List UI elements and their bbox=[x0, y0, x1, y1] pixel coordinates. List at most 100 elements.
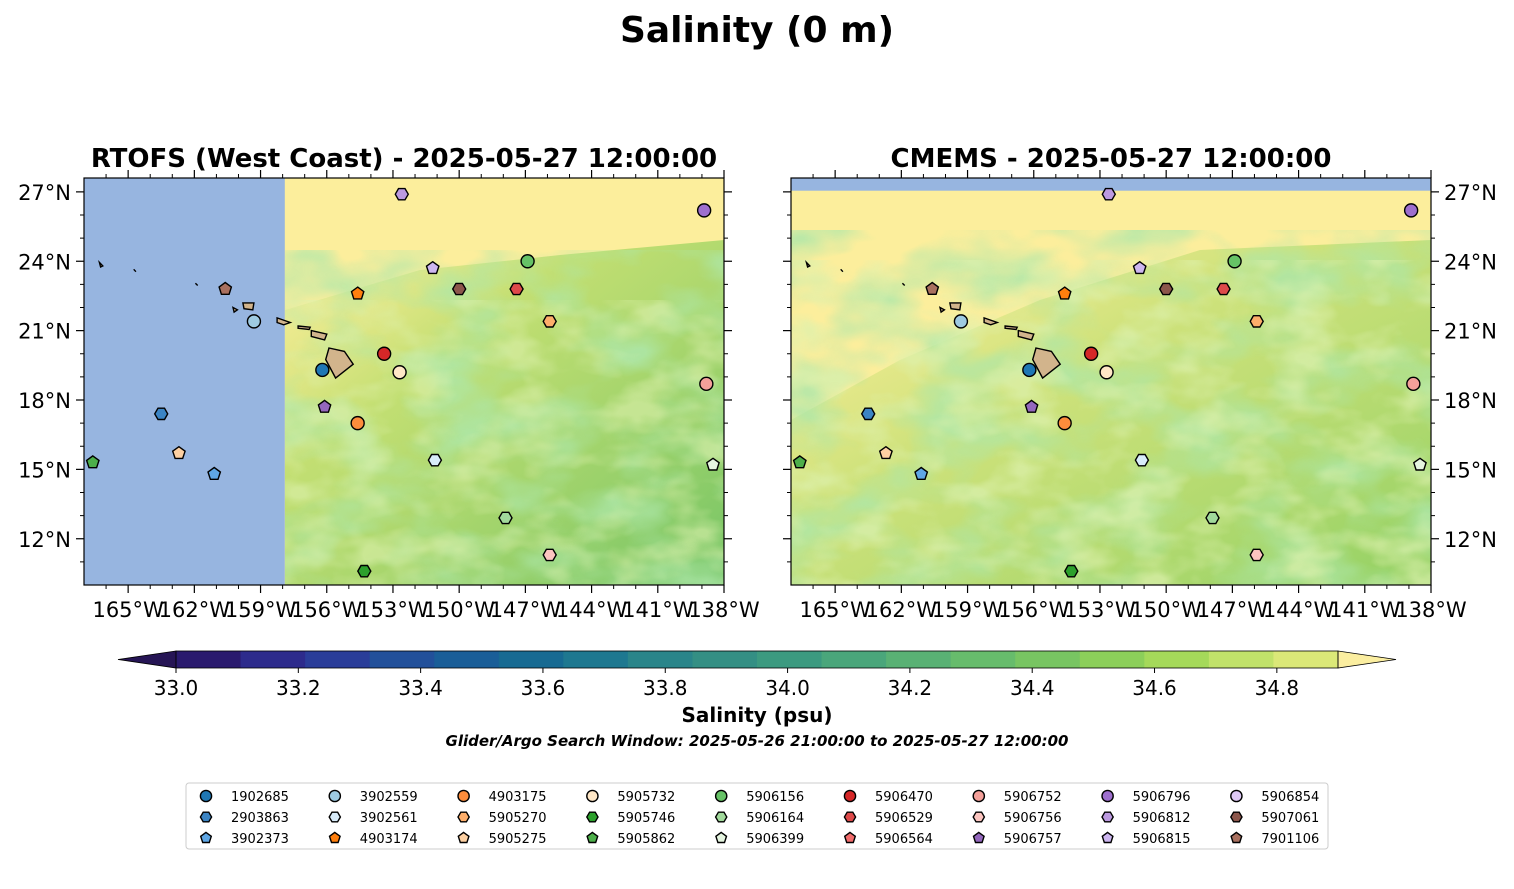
legend-marker-5906796 bbox=[1101, 789, 1114, 803]
colorbar-segment bbox=[1208, 651, 1274, 668]
legend-entry-5906752: 5906752 bbox=[972, 789, 1062, 805]
colorbar-tick-label: 33.0 bbox=[154, 676, 199, 700]
colorbar-segment bbox=[305, 651, 371, 668]
legend-label-4903175: 4903175 bbox=[489, 790, 547, 805]
legend-label-5906399: 5906399 bbox=[746, 832, 804, 847]
legend-entry-5906529: 5906529 bbox=[843, 811, 933, 826]
rtofs-float-markers bbox=[85, 187, 720, 578]
legend-label-3902561: 3902561 bbox=[360, 811, 418, 826]
legend-entry-5906164: 5906164 bbox=[714, 811, 804, 826]
island-1 bbox=[310, 329, 328, 341]
float-marker-5906812 bbox=[394, 187, 410, 201]
legend-label-1902685: 1902685 bbox=[231, 790, 289, 805]
legend-label-5906752: 5906752 bbox=[1004, 790, 1062, 805]
rtofs-hawaiian-islands bbox=[98, 260, 355, 380]
cmems-float-markers bbox=[792, 187, 1427, 578]
x-tick-label: 162°W bbox=[866, 598, 938, 622]
legend-marker-5905862 bbox=[586, 831, 599, 844]
colorbar-segment bbox=[1144, 651, 1210, 668]
legend-entry-5906756: 5906756 bbox=[972, 811, 1062, 826]
island-2 bbox=[1004, 325, 1019, 331]
float-marker-5906796 bbox=[696, 203, 712, 218]
legend-label-5906854: 5906854 bbox=[1261, 790, 1319, 805]
legend-label-5905270: 5905270 bbox=[489, 811, 547, 826]
island-3 bbox=[983, 316, 1000, 326]
float-marker-3902559 bbox=[246, 314, 262, 329]
float-marker-5906796 bbox=[1403, 203, 1419, 218]
legend-entry-5905270: 5905270 bbox=[457, 811, 547, 826]
legend-entry-2903863: 2903863 bbox=[199, 811, 289, 826]
x-tick-label: 153°W bbox=[1064, 598, 1136, 622]
colorbar-tick-label: 34.6 bbox=[1132, 676, 1177, 700]
legend-marker-5905270 bbox=[457, 811, 471, 823]
x-tick-label: 165°W bbox=[799, 598, 871, 622]
x-tick-label: 153°W bbox=[357, 598, 429, 622]
float-marker-5906399 bbox=[705, 457, 720, 471]
float-marker-5906815 bbox=[425, 260, 440, 275]
x-tick-label: 138°W bbox=[688, 598, 760, 622]
colorbar-segment bbox=[434, 651, 500, 668]
legend-entry-5907061: 5907061 bbox=[1229, 811, 1319, 826]
rtofs-no-data-region bbox=[84, 178, 285, 585]
float-marker-5907061 bbox=[451, 282, 467, 296]
float-marker-5906752 bbox=[1406, 376, 1421, 392]
legend-label-5906815: 5906815 bbox=[1133, 832, 1191, 847]
legend-marker-5906812 bbox=[1101, 811, 1115, 823]
legend-label-5906564: 5906564 bbox=[875, 832, 933, 847]
legend-label-5905862: 5905862 bbox=[617, 832, 675, 847]
y-tick-label: 27°N bbox=[1444, 181, 1497, 205]
colorbar-segment bbox=[240, 651, 306, 668]
legend-label-3902373: 3902373 bbox=[231, 832, 289, 847]
legend-label-4903174: 4903174 bbox=[360, 832, 418, 847]
cmems-map-frame bbox=[790, 177, 1432, 586]
legend-label-3902559: 3902559 bbox=[360, 790, 418, 805]
legend-entry-5906399: 5906399 bbox=[715, 831, 804, 847]
island-8 bbox=[901, 282, 906, 286]
colorbar-extend-high bbox=[1337, 650, 1397, 669]
colorbar-label: Salinity (psu) bbox=[681, 703, 832, 727]
colorbar-extend-low bbox=[117, 650, 177, 669]
legend-marker-5906470 bbox=[843, 789, 857, 803]
y-tick-label: 21°N bbox=[1444, 320, 1497, 344]
x-tick-label: 150°W bbox=[423, 598, 495, 622]
y-tick-label: 15°N bbox=[18, 458, 71, 482]
float-marker-5906756 bbox=[542, 548, 558, 562]
legend-marker-3902373 bbox=[199, 831, 213, 844]
legend-entry-5906470: 5906470 bbox=[843, 789, 933, 805]
float-marker-5905746 bbox=[1063, 564, 1079, 578]
float-marker-3902373 bbox=[914, 466, 929, 480]
legend-marker-3902559 bbox=[328, 789, 342, 803]
rtofs-eddy-texture-light bbox=[285, 300, 724, 585]
colorbar-segment bbox=[1079, 651, 1145, 668]
cmems-eddy-texture-light bbox=[791, 260, 1431, 585]
legend-marker-5905746 bbox=[585, 811, 599, 823]
float-marker-5906470 bbox=[1083, 346, 1099, 361]
colorbar: 33.0 33.2 33.4 33.6 33.8 34.0 34.2 34.4 34.6 34.8 bbox=[117, 650, 1397, 700]
legend-entry-3902561: 3902561 bbox=[328, 811, 418, 826]
legend-marker-4903174 bbox=[328, 831, 341, 844]
legend-marker-2903863 bbox=[199, 811, 213, 823]
float-marker-5906164 bbox=[1205, 511, 1220, 525]
x-tick-label: 162°W bbox=[159, 598, 231, 622]
cmems-map-panel: CMEMS - 2025-05-27 12:00:00 165°W162°W15… bbox=[783, 144, 1497, 622]
rtofs-panel-title: RTOFS (West Coast) - 2025-05-27 12:00:00 bbox=[91, 144, 717, 174]
float-marker-5905275 bbox=[171, 445, 186, 460]
legend-marker-5906164 bbox=[714, 811, 728, 823]
float-marker-5906757 bbox=[317, 399, 332, 413]
y-tick-label: 24°N bbox=[1444, 250, 1497, 274]
legend-entry-4903175: 4903175 bbox=[457, 789, 547, 805]
legend-entry-5906812: 5906812 bbox=[1101, 811, 1191, 826]
colorbar-tick-label: 34.2 bbox=[888, 676, 933, 700]
float-marker-5906815 bbox=[1132, 260, 1147, 275]
legend-entry-4903174: 4903174 bbox=[328, 831, 418, 847]
y-tick-label: 12°N bbox=[1444, 528, 1497, 552]
legend-marker-7901106 bbox=[1230, 831, 1243, 844]
float-marker-5906529 bbox=[1216, 282, 1231, 296]
float-marker-5905862 bbox=[792, 455, 807, 469]
legend-entry-5906564: 5906564 bbox=[843, 831, 933, 847]
y-tick-label: 15°N bbox=[1444, 458, 1497, 482]
island-8 bbox=[194, 282, 199, 286]
legend-label-2903863: 2903863 bbox=[231, 811, 289, 826]
x-tick-label: 150°W bbox=[1130, 598, 1202, 622]
colorbar-tick-label: 33.4 bbox=[398, 676, 443, 700]
